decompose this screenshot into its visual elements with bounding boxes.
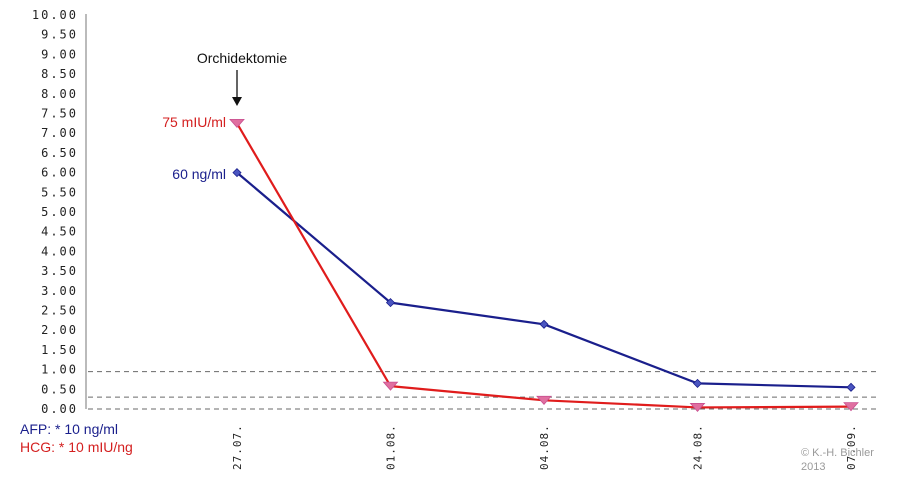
y-tick-label: 3.00 — [41, 284, 78, 298]
y-tick-label: 4.50 — [41, 225, 78, 239]
hcg-point-marker — [536, 395, 552, 405]
afp-point-marker — [232, 168, 242, 178]
x-tick-label: 04.08. — [538, 424, 551, 470]
afp-point-marker — [692, 378, 703, 388]
hcg-point-marker — [689, 403, 706, 413]
y-tick-label: 1.50 — [41, 343, 78, 357]
y-tick-label: 9.50 — [41, 28, 78, 42]
event-label: Orchidektomie — [197, 50, 287, 66]
y-tick-label: 9.00 — [41, 47, 78, 61]
x-tick-label: 24.08. — [692, 424, 705, 470]
copyright-notice: © K.-H. Bichler 2013 — [801, 446, 899, 474]
y-tick-label: 6.00 — [41, 166, 78, 180]
y-tick-label: 8.50 — [41, 67, 78, 81]
y-tick-label: 0.50 — [41, 382, 78, 396]
y-tick-label: 2.00 — [41, 323, 78, 337]
y-tick-label: 5.00 — [41, 205, 78, 219]
y-tick-label: 6.50 — [41, 146, 78, 160]
copyright-line-2: 2013 — [801, 461, 826, 473]
hcg-point-marker — [229, 118, 245, 128]
y-tick-label: 10.00 — [32, 8, 78, 22]
y-tick-label: 7.50 — [41, 107, 78, 121]
afp-start-label: 60 ng/ml — [172, 166, 226, 182]
hcg-start-label: 75 mIU/ml — [162, 114, 226, 130]
y-tick-labels: 0.00 0.50 1.00 1.50 2.00 2.50 3.00 3.50 4.00 4.50… — [32, 8, 78, 416]
copyright-line-1: © K.-H. Bichler — [801, 447, 874, 459]
y-tick-label: 2.50 — [41, 304, 78, 318]
annotations: Orchidektomie 75 mIU/ml 60 ng/ml — [162, 50, 287, 182]
x-tick-labels: 27.07. 01.08. 04.08. 24.08. 07.09. — [231, 424, 858, 470]
hcg-point-marker — [843, 402, 859, 412]
x-tick-label: 07.09. — [845, 424, 858, 470]
x-tick-label: 01.08. — [385, 424, 398, 470]
y-tick-label: 5.50 — [41, 185, 78, 199]
hcg-point-marker — [382, 381, 399, 391]
afp-point-marker — [385, 298, 396, 308]
x-tick-label: 27.07. — [231, 424, 244, 470]
legend-afp: AFP: * 10 ng/ml — [20, 421, 119, 437]
afp-point-marker — [539, 319, 549, 329]
y-tick-label: 3.50 — [41, 264, 78, 278]
afp-point-marker — [846, 382, 856, 392]
legend-hcg: HCG: * 10 mIU/ng — [20, 439, 133, 455]
series-line-hcg — [236, 122, 852, 409]
y-tick-label: 4.00 — [41, 244, 78, 258]
event-arrow-head-icon — [232, 97, 242, 106]
y-tick-label: 0.00 — [41, 402, 78, 416]
y-tick-label: 7.00 — [41, 126, 78, 140]
y-tick-label: 1.00 — [41, 363, 78, 377]
y-tick-label: 8.00 — [41, 87, 78, 101]
reference-lines — [88, 371, 880, 410]
data-series — [229, 118, 859, 413]
